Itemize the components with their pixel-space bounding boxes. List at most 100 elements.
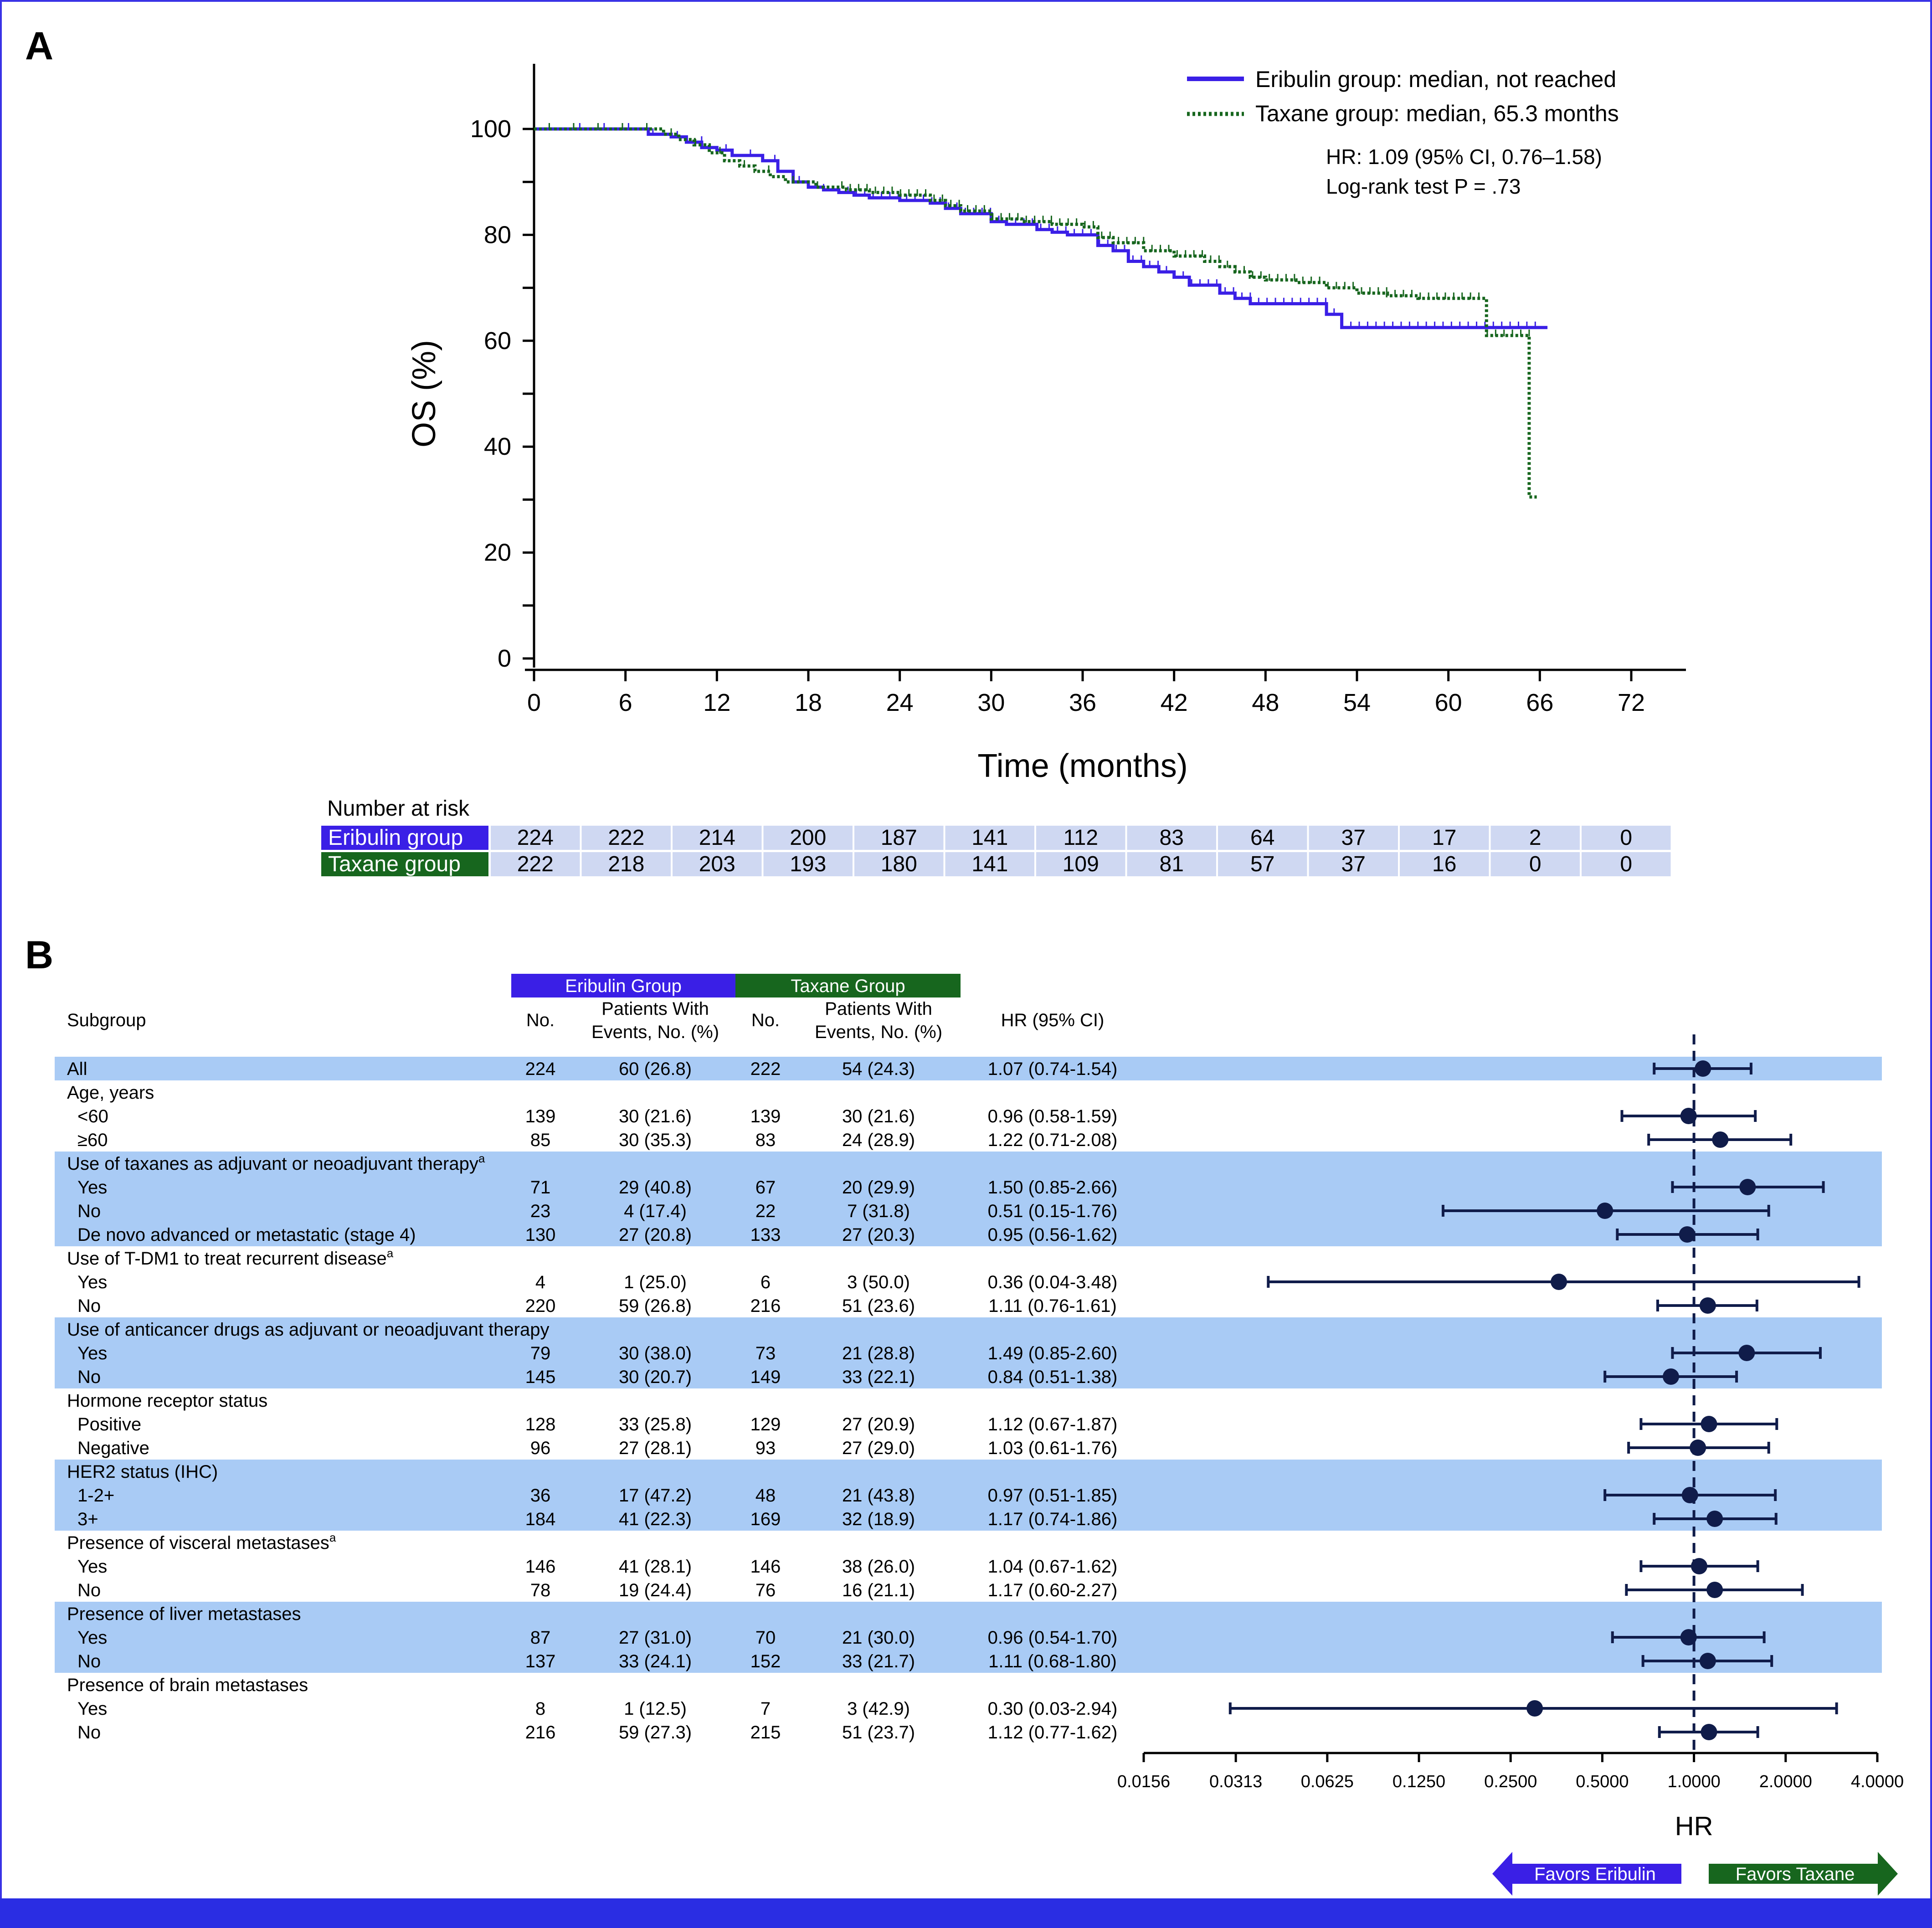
forest-hr-ci: 0.96 (0.58-1.59)	[988, 1106, 1118, 1126]
forest-taxane-events: 27 (20.3)	[842, 1225, 915, 1245]
risk-cell-value: 57	[1250, 852, 1274, 876]
forest-taxane-no: 70	[755, 1628, 776, 1648]
col-eribulin-no: No.	[526, 1010, 555, 1030]
forest-eribulin-events: 33 (24.1)	[619, 1651, 692, 1671]
forest-eribulin-no: 96	[530, 1438, 551, 1458]
forest-eribulin-no: 79	[530, 1343, 551, 1363]
forest-eribulin-no: 78	[530, 1580, 551, 1600]
risk-row-label: Eribulin group	[328, 826, 463, 850]
risk-cell	[1309, 852, 1398, 876]
col-subgroup: Subgroup	[67, 1010, 146, 1030]
forest-eribulin-events: 30 (20.7)	[619, 1367, 692, 1387]
forest-band	[55, 1507, 1882, 1531]
forest-x-tick-label: 2.0000	[1759, 1772, 1812, 1791]
risk-cell	[1400, 852, 1489, 876]
forest-taxane-no: 93	[755, 1438, 776, 1458]
forest-row-label: Presence of liver metastases	[67, 1604, 301, 1624]
risk-cell-value: 180	[881, 852, 917, 876]
eribulin-group-header	[511, 974, 735, 997]
forest-point	[1706, 1511, 1723, 1527]
forest-x-tick-label: 0.1250	[1392, 1772, 1445, 1791]
risk-cell-value: 141	[971, 826, 1008, 850]
forest-point	[1699, 1653, 1716, 1669]
km-y-tick-label: 40	[484, 433, 511, 460]
forest-point	[1679, 1226, 1696, 1243]
forest-eribulin-no: 128	[525, 1414, 556, 1434]
forest-taxane-no: 216	[750, 1296, 781, 1316]
forest-row-label: Use of taxanes as adjuvant or neoadjuvan…	[67, 1152, 485, 1174]
risk-cell	[945, 852, 1034, 876]
risk-cell	[1582, 826, 1671, 850]
forest-row-label: No	[77, 1201, 101, 1221]
forest-taxane-no: 67	[755, 1177, 776, 1198]
km-y-tick-label: 80	[484, 221, 511, 248]
km-x-tick-label: 54	[1343, 689, 1371, 716]
forest-row-label: ≥60	[77, 1130, 108, 1150]
forest-row-label: Use of T-DM1 to treat recurrent diseasea	[67, 1246, 394, 1269]
km-x-tick-label: 48	[1252, 689, 1279, 716]
forest-hr-ci: 1.12 (0.67-1.87)	[988, 1414, 1118, 1434]
risk-cell-value: 203	[699, 852, 735, 876]
forest-taxane-no: 83	[755, 1130, 776, 1150]
forest-hr-ci: 1.17 (0.74-1.86)	[988, 1509, 1118, 1529]
forest-point	[1695, 1060, 1711, 1077]
forest-hr-ci: 1.50 (0.85-2.66)	[988, 1177, 1118, 1198]
forest-hr-ci: 1.03 (0.61-1.76)	[988, 1438, 1118, 1458]
forest-hr-ci: 1.17 (0.60-2.27)	[988, 1580, 1118, 1600]
risk-cell-value: 0	[1529, 852, 1541, 876]
bottom-bar	[0, 1898, 1932, 1928]
forest-band	[55, 1341, 1882, 1365]
forest-eribulin-no: 4	[535, 1272, 545, 1292]
forest-point	[1526, 1700, 1543, 1717]
km-x-tick-label: 66	[1526, 689, 1553, 716]
forest-eribulin-events: 27 (28.1)	[619, 1438, 692, 1458]
km-x-tick-label: 24	[886, 689, 914, 716]
risk-cell	[1036, 852, 1125, 876]
forest-x-tick-label: 0.2500	[1484, 1772, 1537, 1791]
km-x-tick-label: 72	[1618, 689, 1645, 716]
forest-eribulin-no: 184	[525, 1509, 556, 1529]
forest-eribulin-no: 87	[530, 1628, 551, 1648]
forest-row-label: No	[77, 1651, 101, 1671]
forest-eribulin-events: 41 (22.3)	[619, 1509, 692, 1529]
risk-cell-value: 218	[608, 852, 644, 876]
forest-x-axis-label: HR	[1675, 1811, 1713, 1841]
km-x-tick-label: 12	[703, 689, 730, 716]
forest-taxane-no: 76	[755, 1580, 776, 1600]
forest-eribulin-events: 4 (17.4)	[624, 1201, 687, 1221]
forest-hr-ci: 0.36 (0.04-3.48)	[988, 1272, 1118, 1292]
forest-x-tick-label: 0.0313	[1209, 1772, 1262, 1791]
km-y-tick-label: 100	[470, 115, 511, 143]
risk-table-title: Number at risk	[327, 797, 470, 821]
forest-rows: All 224 60 (26.8) 222 54 (24.3) 1.07 (0.74-1.…	[67, 1059, 1117, 1743]
risk-cell	[1490, 826, 1580, 850]
risk-cell-value: 81	[1160, 852, 1184, 876]
forest-row-label: No	[77, 1296, 101, 1316]
risk-row-label-box	[321, 826, 488, 850]
forest-band	[55, 1602, 1882, 1625]
taxane-group-header-label: Taxane Group	[791, 976, 905, 996]
forest-hr-ci: 1.07 (0.74-1.54)	[988, 1059, 1118, 1079]
forest-bands	[55, 1057, 1882, 1673]
forest-x-tick-label: 0.0625	[1301, 1772, 1354, 1791]
risk-cell-value: 0	[1620, 852, 1632, 876]
risk-cell	[1218, 826, 1307, 850]
forest-taxane-events: 32 (18.9)	[842, 1509, 915, 1529]
forest-x-tick-label: 1.0000	[1667, 1772, 1720, 1791]
forest-row-label: Positive	[77, 1414, 141, 1434]
km-curves	[534, 123, 1548, 499]
risk-cell-value: 112	[1063, 826, 1098, 850]
forest-band	[55, 1625, 1882, 1649]
risk-cell-value: 200	[790, 826, 826, 850]
risk-cell	[763, 826, 853, 850]
risk-cell-value: 109	[1063, 852, 1099, 876]
risk-cell	[673, 852, 762, 876]
forest-column-headers: Subgroup No. Patients With Events, No. (…	[67, 999, 1104, 1042]
forest-point	[1681, 1487, 1698, 1503]
risk-cell	[1309, 826, 1398, 850]
forest-taxane-events: 3 (50.0)	[847, 1272, 910, 1292]
risk-table: Number at risk Eribulin group 224 222 214 20…	[321, 797, 1671, 876]
forest-eribulin-no: 216	[525, 1722, 556, 1743]
col-eribulin-events-1: Patients With	[601, 999, 709, 1019]
forest-eribulin-events: 30 (21.6)	[619, 1106, 692, 1126]
